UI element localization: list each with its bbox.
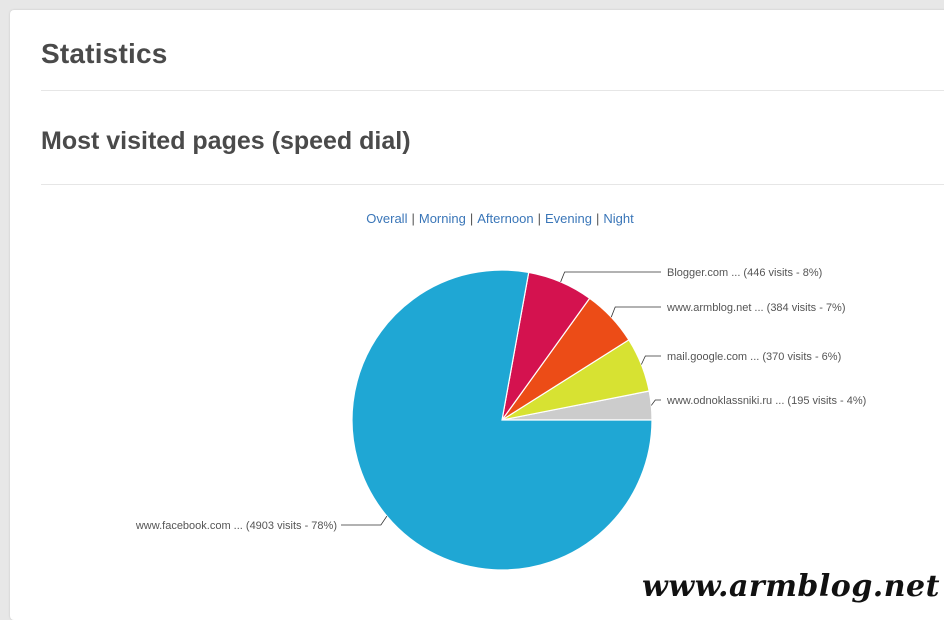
slice-label: Blogger.com ... (446 visits - 8%) — [667, 267, 822, 279]
slice-label: www.facebook.com ... (4903 visits - 78%) — [135, 520, 337, 532]
slice-label: www.armblog.net ... (384 visits - 7%) — [666, 302, 846, 314]
watermark-text: www.armblog.net — [642, 569, 940, 604]
leader-line — [341, 516, 387, 525]
pie-chart: www.odnoklassniki.ru ... (195 visits - 4… — [0, 0, 944, 606]
leader-line — [651, 400, 661, 405]
leader-line — [641, 356, 661, 364]
leader-line — [611, 307, 661, 317]
slice-label: mail.google.com ... (370 visits - 6%) — [667, 351, 841, 363]
leader-line — [561, 272, 661, 282]
slice-label: www.odnoklassniki.ru ... (195 visits - 4… — [666, 395, 866, 407]
